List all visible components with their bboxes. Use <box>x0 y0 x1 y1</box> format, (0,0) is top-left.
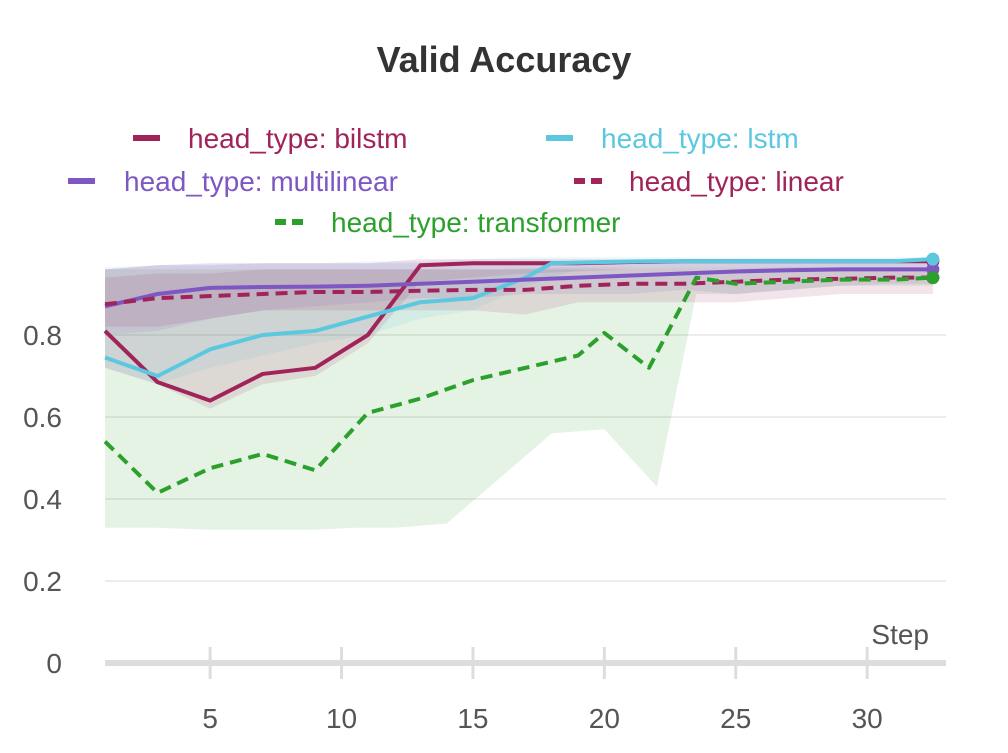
legend-item-linear[interactable]: head_type: linear <box>574 166 844 197</box>
x-tick-label: 25 <box>720 703 751 734</box>
end-markers <box>926 252 940 285</box>
x-tick-label: 15 <box>457 703 488 734</box>
legend-item-multilinear[interactable]: head_type: multilinear <box>68 166 398 197</box>
band-bilstm <box>105 259 933 409</box>
band-lstm <box>105 257 933 385</box>
x-tick-label: 20 <box>589 703 620 734</box>
line-lstm[interactable] <box>104 257 933 378</box>
legend: head_type: bilstm head_type: lstm head_t… <box>68 123 844 238</box>
end-point-lstm[interactable] <box>926 252 940 266</box>
legend-item-bilstm[interactable]: head_type: bilstm <box>133 123 407 154</box>
y-tick-label: 0.6 <box>23 402 62 433</box>
x-axis-label: Step <box>871 619 929 650</box>
band-multilinear <box>105 263 933 335</box>
legend-label-transformer: head_type: transformer <box>331 207 621 238</box>
y-axis: 0 0.2 0.4 0.6 0.8 <box>23 320 62 679</box>
line-transformer[interactable] <box>103 275 933 495</box>
x-tick-label: 30 <box>852 703 883 734</box>
y-tick-label: 0.8 <box>23 320 62 351</box>
gridlines <box>105 334 946 582</box>
y-tick-label: 0.4 <box>23 484 62 515</box>
line-multilinear[interactable] <box>104 267 933 309</box>
legend-item-transformer[interactable]: head_type: transformer <box>275 207 621 238</box>
y-tick-label: 0.2 <box>23 566 62 597</box>
legend-label-bilstm: head_type: bilstm <box>188 123 407 154</box>
legend-label-linear: head_type: linear <box>629 166 844 197</box>
x-tick-label: 10 <box>326 703 357 734</box>
legend-label-lstm: head_type: lstm <box>601 123 799 154</box>
x-tick-label: 5 <box>202 703 218 734</box>
end-point-transformer[interactable] <box>926 271 940 285</box>
x-axis: 5 10 15 20 25 30 <box>105 647 946 734</box>
line-linear[interactable] <box>104 275 933 307</box>
confidence-bands <box>105 257 933 530</box>
series-lines <box>103 257 933 495</box>
y-tick-label: 0 <box>46 648 62 679</box>
legend-item-lstm[interactable]: head_type: lstm <box>546 123 799 154</box>
legend-label-multilinear: head_type: multilinear <box>124 166 398 197</box>
chart-title: Valid Accuracy <box>377 39 632 80</box>
